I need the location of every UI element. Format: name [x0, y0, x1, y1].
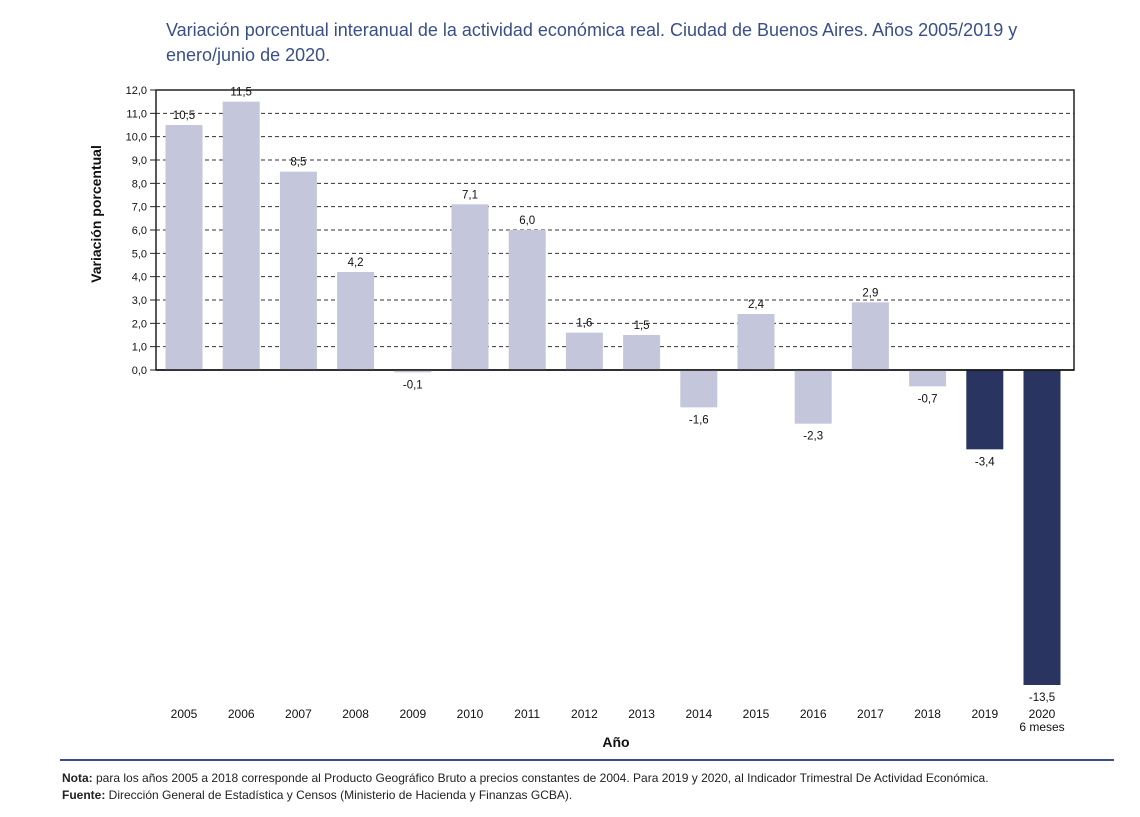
data-label: -0,1 [403, 379, 423, 391]
bar [165, 125, 203, 370]
bar [565, 332, 603, 370]
bar [279, 171, 317, 370]
x-tick-label: 2009 [399, 707, 426, 721]
data-label: 7,1 [462, 189, 478, 201]
data-label: -1,6 [689, 414, 709, 426]
data-label: 4,2 [348, 257, 364, 269]
x-tick-label: 2019 [971, 707, 998, 721]
bar [508, 230, 546, 370]
y-axis-title: Variación porcentual [88, 145, 104, 283]
data-label: -2,3 [803, 431, 823, 443]
note-label: Nota: [62, 771, 93, 785]
y-tick-label: 12,0 [126, 85, 147, 97]
x-tick-label: 2017 [857, 707, 884, 721]
bar [794, 370, 832, 424]
x-tick-label: 2008 [342, 707, 369, 721]
bar [909, 370, 947, 387]
data-label: -0,7 [918, 393, 938, 405]
data-label: 10,5 [173, 110, 195, 122]
bar [966, 370, 1004, 450]
x-tick-label: 2011 [514, 707, 540, 721]
note-line: Nota: para los años 2005 a 2018 correspo… [62, 770, 989, 787]
data-label: 1,6 [576, 318, 592, 330]
source-text: Dirección General de Estadística y Censo… [105, 788, 573, 802]
x-tick-label: 2005 [171, 707, 198, 721]
x-tick-sublabel: 6 meses [1019, 720, 1064, 734]
bar [737, 314, 775, 370]
bar [451, 204, 489, 370]
x-tick-label: 2010 [457, 707, 484, 721]
y-tick-label: 2,0 [132, 318, 147, 330]
x-tick-label: 2012 [571, 707, 598, 721]
data-label: 1,5 [634, 320, 650, 332]
y-tick-label: 7,0 [132, 202, 147, 214]
x-axis-title: Año [602, 734, 629, 750]
source-label: Fuente: [62, 788, 106, 802]
x-tick-label: 2014 [685, 707, 712, 721]
y-tick-label: 0,0 [132, 365, 147, 377]
x-tick-label: 2015 [743, 707, 770, 721]
y-tick-label: 11,0 [126, 108, 147, 120]
y-tick-label: 1,0 [132, 342, 147, 354]
bar [1023, 370, 1061, 685]
data-label: 2,9 [862, 287, 878, 299]
x-tick-label: 2020 [1029, 707, 1056, 721]
chart-area: 0,0 1,0 2,0 3,0 4,0 5,0 6,0 7,0 8,0 9,0 10,0 11,0 12… [88, 85, 1075, 750]
data-label: -13,5 [1029, 692, 1055, 704]
footer-divider [60, 759, 1114, 761]
bar [623, 335, 661, 370]
y-tick-label: 5,0 [132, 248, 147, 260]
y-tick-label: 6,0 [132, 225, 147, 237]
data-label: 8,5 [290, 157, 306, 169]
y-tick-label: 9,0 [132, 155, 147, 167]
data-label: 2,4 [748, 299, 765, 311]
data-label: 6,0 [519, 215, 535, 227]
bar [337, 272, 375, 370]
x-tick-label: 2007 [285, 707, 312, 721]
x-tick-label: 2013 [628, 707, 655, 721]
y-tick-label: 4,0 [132, 272, 147, 284]
bar [394, 370, 432, 373]
footer-notes: Nota: para los años 2005 a 2018 correspo… [62, 770, 989, 804]
data-label: -3,4 [975, 456, 995, 468]
y-tick-label: 8,0 [132, 178, 147, 190]
x-tick-label: 2018 [914, 707, 941, 721]
source-line: Fuente: Dirección General de Estadística… [62, 787, 989, 804]
chart-title: Variación porcentual interanual de la ac… [166, 20, 1018, 65]
bar [222, 101, 260, 371]
note-text: para los años 2005 a 2018 corresponde al… [92, 771, 989, 785]
x-tick-label: 2016 [800, 707, 827, 721]
y-tick-label: 3,0 [132, 295, 147, 307]
data-label: 11,5 [230, 87, 252, 99]
y-tick-label: 10,0 [126, 132, 147, 144]
bar [851, 302, 889, 370]
x-tick-label: 2006 [228, 707, 255, 721]
bar [680, 370, 718, 408]
